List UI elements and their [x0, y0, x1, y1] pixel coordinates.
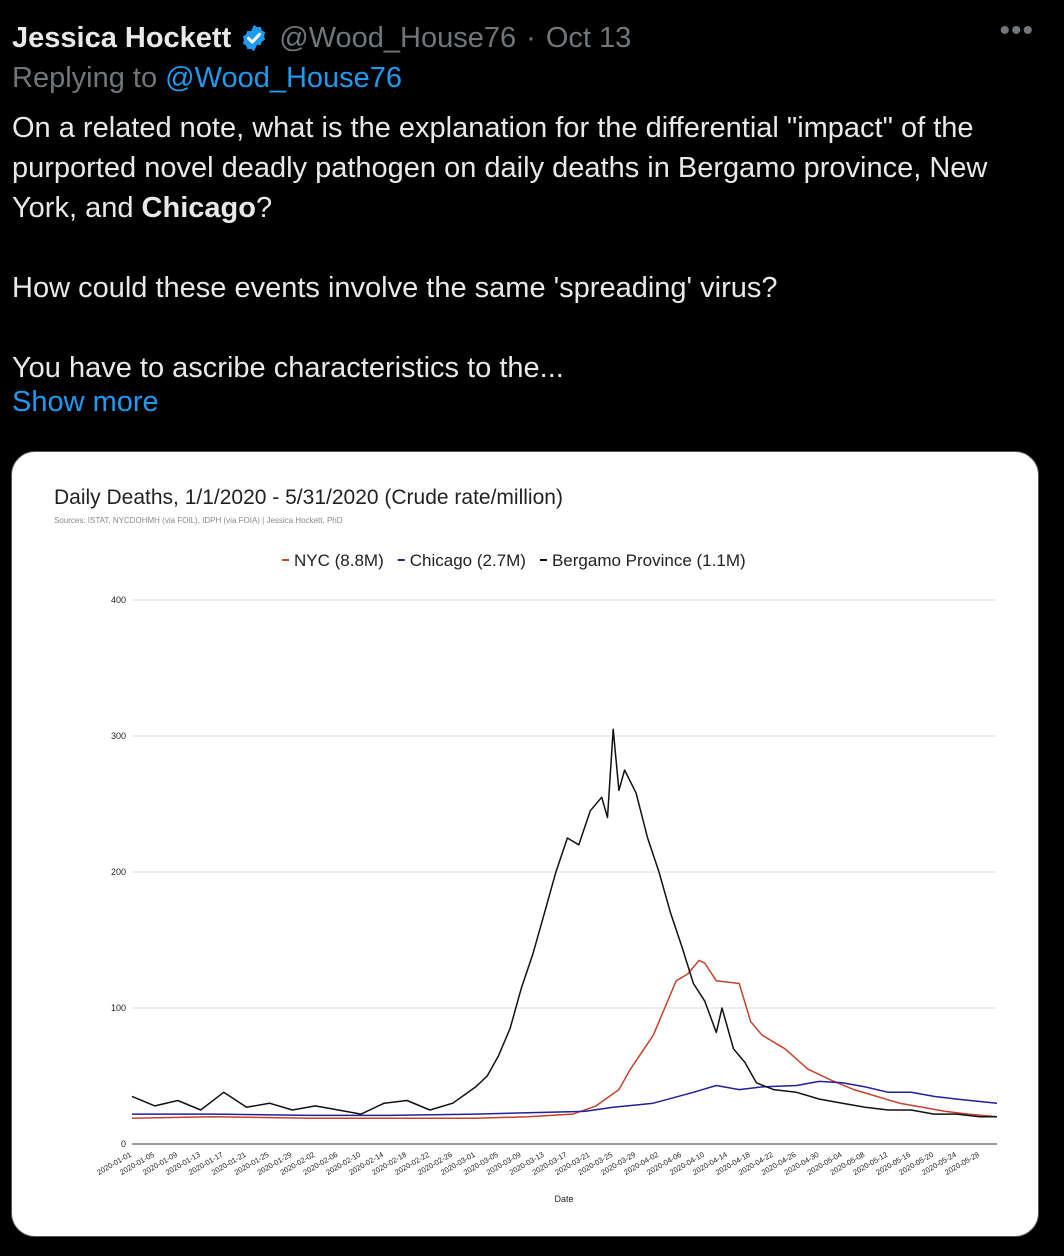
chart-image-card[interactable]: Daily Deaths, 1/1/2020 - 5/31/2020 (Crud… — [11, 451, 1039, 1237]
chart-x-label: Date — [554, 1194, 573, 1204]
tweet-header: Jessica Hockett @Wood_House76 · Oct 13 — [12, 18, 631, 58]
y-tick-label: 300 — [111, 731, 126, 741]
series-line — [131, 728, 997, 1118]
replying-prefix: Replying to — [12, 62, 158, 94]
tweet-text-line1: On a related note, what is the explanati… — [12, 112, 988, 224]
chart-svg: Daily Deaths, 1/1/2020 - 5/31/2020 (Crud… — [54, 486, 998, 1204]
replying-handle-link[interactable]: @Wood_House76 — [165, 62, 403, 94]
series-line — [131, 959, 998, 1119]
verified-badge-icon — [239, 23, 269, 53]
y-tick-label: 100 — [111, 1003, 126, 1013]
tweet-date[interactable]: Oct 13 — [545, 21, 632, 54]
chart-title: Daily Deaths, 1/1/2020 - 5/31/2020 (Crud… — [54, 486, 563, 509]
series-line — [132, 1080, 998, 1117]
y-tick-label: 200 — [111, 867, 126, 877]
more-options-icon[interactable]: ••• — [999, 14, 1034, 47]
legend-label: Chicago (2.7M) — [410, 551, 526, 570]
tweet-text-bold: Chicago — [141, 192, 256, 224]
legend-label: Bergamo Province (1.1M) — [552, 551, 746, 570]
header-separator: · — [526, 21, 536, 54]
legend-label: NYC (8.8M) — [294, 551, 384, 570]
y-tick-label: 400 — [111, 595, 126, 605]
show-more-link[interactable]: Show more — [12, 386, 159, 418]
chart-lines — [131, 728, 998, 1119]
tweet-text-line1-end: ? — [255, 192, 273, 224]
tweet-text: On a related note, what is the explanati… — [12, 108, 1052, 388]
author-handle[interactable]: @Wood_House76 — [279, 21, 517, 54]
chart-legend: NYC (8.8M) Chicago (2.7M) Bergamo Province… — [282, 551, 746, 570]
tweet-text-line2: How could these events involve the same … — [12, 272, 778, 304]
replying-to: Replying to @Wood_House76 — [12, 62, 402, 95]
chart-subtitle: Sources: ISTAT, NYCDOHMH (via FOIL), IDP… — [54, 516, 343, 525]
chart-x-ticks: 2020-01-012020-01-052020-01-092020-01-13… — [95, 1150, 981, 1177]
chart-grid: 0 100 200 300 400 — [111, 595, 997, 1149]
author-name[interactable]: Jessica Hockett — [12, 21, 232, 54]
tweet-text-line3: You have to ascribe characteristics to t… — [12, 352, 564, 384]
y-tick-label: 0 — [121, 1139, 126, 1149]
